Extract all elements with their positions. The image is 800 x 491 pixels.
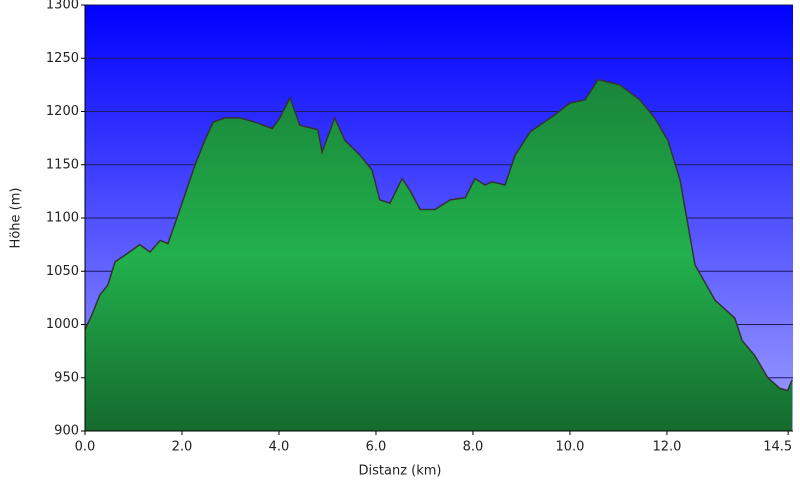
elevation-line (84, 78, 793, 392)
x-tick-label: 12.0 (652, 440, 681, 455)
x-tick-label: 2.0 (172, 440, 193, 455)
x-axis-label: Distanz (km) (359, 464, 442, 479)
y-tick-label: 1200 (46, 104, 79, 119)
y-tick-label: 1300 (46, 0, 79, 13)
y-tick-label: 1000 (46, 317, 79, 332)
y-axis-label: Höhe (m) (9, 188, 24, 249)
x-tick-label: 14.5 (763, 440, 792, 455)
area-shading (85, 79, 792, 431)
y-tick-label: 1100 (46, 211, 79, 226)
y-tick-label: 950 (54, 370, 79, 385)
y-tick-label: 1150 (46, 157, 79, 172)
x-tick-label: 10.0 (555, 440, 584, 455)
x-tick-label: 8.0 (463, 440, 484, 455)
x-tick-label: 4.0 (269, 440, 290, 455)
y-tick-label: 900 (54, 424, 79, 439)
y-tick-label: 1050 (46, 264, 79, 279)
y-tick-label: 1250 (46, 51, 79, 66)
x-tick-label: 6.0 (366, 440, 387, 455)
x-tick-label: 0.0 (75, 440, 96, 455)
